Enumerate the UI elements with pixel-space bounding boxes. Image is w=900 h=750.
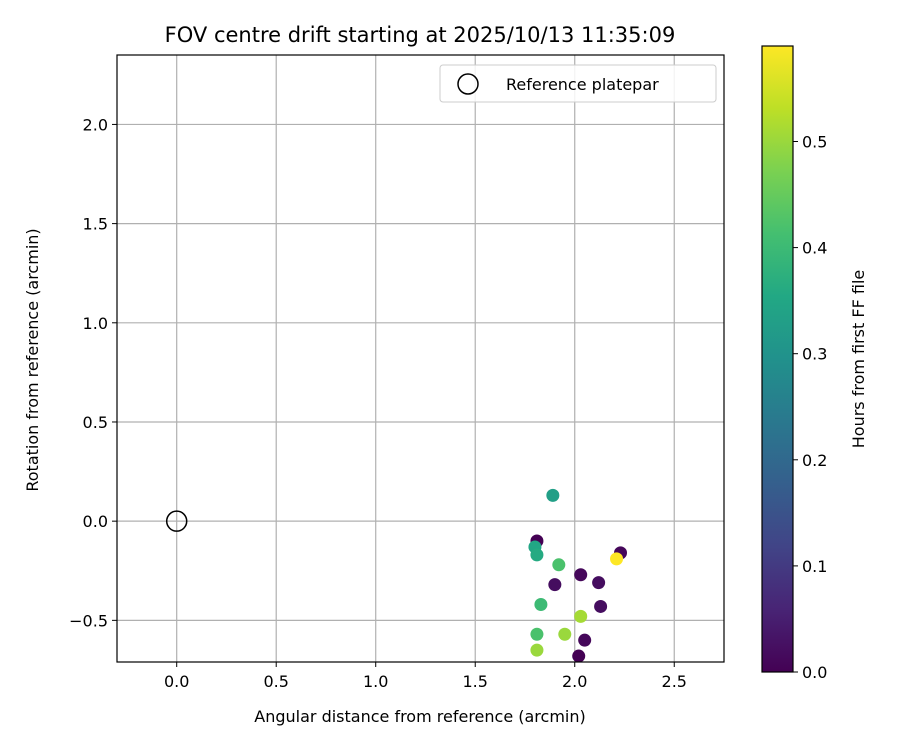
y-tick-label: 1.5	[83, 215, 108, 234]
colorbar-tick-label: 0.5	[802, 132, 827, 151]
colorbar-tick-label: 0.2	[802, 451, 827, 470]
x-tick-label: 1.5	[463, 672, 488, 691]
x-tick-label: 0.5	[263, 672, 288, 691]
data-point	[572, 649, 586, 662]
y-tick-label: 0.0	[83, 512, 108, 531]
x-axis-ticks: 0.0 0.5 1.0 1.5 2.0 2.5	[164, 662, 687, 691]
colorbar-ticks: 0.0 0.1 0.2 0.3 0.4 0.5	[793, 132, 827, 682]
colorbar-label: Hours from first FF file	[849, 270, 868, 449]
data-point	[530, 643, 544, 657]
y-tick-label: 2.0	[83, 115, 108, 134]
chart-title: FOV centre drift starting at 2025/10/13 …	[165, 23, 676, 47]
data-point	[610, 552, 624, 566]
data-point	[592, 576, 606, 590]
x-tick-label: 2.0	[562, 672, 587, 691]
legend-label: Reference platepar	[506, 75, 659, 94]
colorbar-tick-label: 0.4	[802, 239, 827, 258]
colorbar-tick-label: 0.1	[802, 557, 827, 576]
y-tick-label: 1.0	[83, 314, 108, 333]
scatter-points	[528, 488, 628, 662]
data-point	[530, 548, 544, 562]
reference-marker	[165, 510, 188, 532]
x-axis-label: Angular distance from reference (arcmin)	[254, 707, 585, 726]
x-tick-label: 2.5	[662, 672, 687, 691]
data-point	[574, 609, 588, 623]
colorbar-tick-label: 0.0	[802, 663, 827, 682]
data-point	[534, 597, 548, 611]
legend-reference-marker	[457, 73, 479, 95]
colorbar-tick-label: 0.3	[802, 345, 827, 364]
legend: Reference platepar	[439, 64, 717, 103]
data-point	[530, 627, 544, 641]
x-tick-label: 1.0	[363, 672, 388, 691]
y-axis-ticks: −0.5 0.0 0.5 1.0 1.5 2.0	[69, 115, 117, 630]
grid-lines	[117, 55, 724, 662]
y-tick-label: 0.5	[83, 413, 108, 432]
colorbar: 0.0 0.1 0.2 0.3 0.4 0.5 Hours from first FF f…	[761, 45, 868, 682]
data-point	[546, 488, 560, 502]
plot-frame	[116, 54, 725, 663]
legend-box	[439, 64, 717, 103]
y-axis-label: Rotation from reference (arcmin)	[23, 228, 42, 491]
data-point	[552, 558, 566, 572]
colorbar-gradient	[761, 45, 794, 673]
y-tick-label: −0.5	[69, 611, 108, 630]
x-tick-label: 0.0	[164, 672, 189, 691]
data-point	[548, 578, 562, 592]
data-point	[578, 633, 592, 647]
data-point	[574, 568, 588, 582]
data-point	[558, 627, 572, 641]
data-point	[594, 599, 608, 613]
